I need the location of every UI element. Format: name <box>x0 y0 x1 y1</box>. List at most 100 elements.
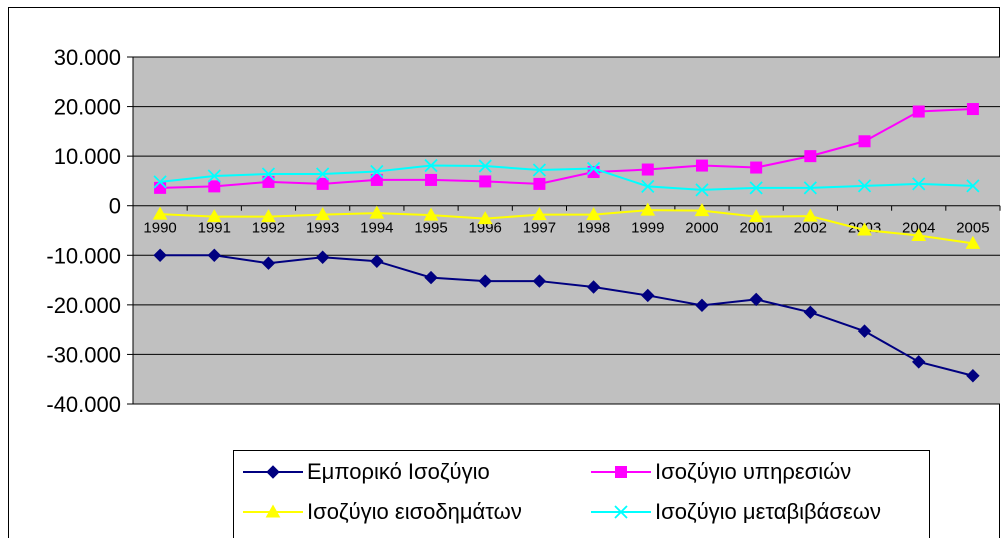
legend-marker <box>265 504 281 518</box>
x-tick-label: 1998 <box>577 220 610 237</box>
y-tick-label: 30.000 <box>54 45 121 70</box>
series-4-point <box>207 169 221 183</box>
series-2-point <box>750 161 763 174</box>
x-tick-label: 2001 <box>739 220 772 237</box>
x-tick-label: 1990 <box>143 220 176 237</box>
x-tick-label: 2002 <box>794 220 827 237</box>
legend-marker <box>614 505 628 519</box>
series-line-2 <box>160 108 973 189</box>
series-2-point <box>912 105 925 118</box>
series-3-point <box>911 227 927 241</box>
series-1-point <box>207 248 221 262</box>
series-1-point <box>586 280 601 294</box>
series-1-point <box>424 270 438 285</box>
series-1-point <box>857 324 872 338</box>
series-2-point <box>425 173 438 186</box>
series-2-point <box>587 166 600 179</box>
legend-item: Ισοζύγιο μεταβιβάσεων <box>587 494 881 530</box>
series-4-point <box>695 183 709 197</box>
series-3-point <box>532 207 547 221</box>
y-tick-label: -30.000 <box>46 342 121 367</box>
series-line-4 <box>159 164 973 191</box>
series-2-point <box>966 103 979 116</box>
series-4-point <box>966 179 980 193</box>
series-4-point <box>912 177 926 191</box>
series-4-point <box>749 181 763 195</box>
legend-label: Εμπορικό Ισοζύγιο <box>307 459 490 484</box>
series-2-point <box>316 177 329 190</box>
series-1-point <box>912 355 926 369</box>
x-tick-label: 1993 <box>306 220 339 237</box>
y-tick-label: 20.000 <box>54 95 121 120</box>
series-1-point <box>315 250 330 264</box>
legend-marker <box>615 466 627 478</box>
x-tick-label: 1997 <box>523 220 556 237</box>
legend-marker <box>266 465 280 479</box>
series-2-point <box>641 163 654 176</box>
legend: Εμπορικό Ισοζύγιο Ισοζύγιο υπηρεσιών Ισοζύ… <box>233 450 930 538</box>
x-tick-label: 2000 <box>685 220 718 237</box>
series-3-point <box>965 235 981 249</box>
x-tick-label: 2005 <box>956 220 989 237</box>
legend-label: Ισοζύγιο εισοδημάτων <box>307 499 522 524</box>
y-tick-label: 0 <box>109 194 121 219</box>
series-4-point <box>641 179 655 194</box>
legend-item: Ισοζύγιο υπηρεσιών <box>587 454 851 490</box>
series-1-point <box>153 248 167 262</box>
legend-item: Εμπορικό Ισοζύγιο <box>239 454 490 490</box>
series-3-point <box>640 202 656 216</box>
series-1-point <box>749 292 763 307</box>
plot-area <box>133 57 1000 404</box>
series-4-point <box>803 181 817 195</box>
x-tick-label: 1996 <box>469 220 502 237</box>
series-2-point <box>262 175 275 188</box>
series-2-point <box>208 180 221 193</box>
series-4-point <box>316 167 330 181</box>
series-3-point <box>857 222 872 236</box>
legend-item: Ισοζύγιο εισοδημάτων <box>239 494 522 530</box>
legend-swatch <box>591 505 651 519</box>
series-2-point <box>533 177 546 190</box>
series-1-point <box>803 305 818 319</box>
series-3-point <box>748 209 764 223</box>
series-4-point <box>424 158 438 173</box>
series-3-point <box>694 203 710 217</box>
series-4-point <box>261 167 276 181</box>
series-1-point <box>966 369 980 383</box>
series-3-point <box>206 209 222 223</box>
series-4-point <box>370 164 384 179</box>
series-4-point <box>153 175 167 189</box>
series-2-point <box>858 135 871 148</box>
series-3-point <box>152 206 168 220</box>
series-1-point <box>695 298 709 313</box>
series-line-1 <box>160 254 974 377</box>
series-3-point <box>261 209 276 223</box>
y-tick-label: 10.000 <box>54 144 121 169</box>
line-chart: 30.000 20.000 10.000 0 -10.000 -20.000 -30.000… <box>46 45 1001 417</box>
series-2-point <box>370 173 383 186</box>
y-tick-label: -20.000 <box>46 293 121 318</box>
legend-label: Ισοζύγιο μεταβιβάσεων <box>655 499 881 524</box>
x-tick-label: 1994 <box>360 220 393 237</box>
legend-swatch <box>591 466 651 478</box>
x-tick-label: 1995 <box>414 220 447 237</box>
series-2-point <box>804 150 817 163</box>
series-2-point <box>154 181 167 194</box>
series-2-point <box>695 159 708 172</box>
series-1-point <box>641 288 655 303</box>
series-3-point <box>802 208 818 222</box>
series-3-point <box>586 207 601 221</box>
legend-swatch <box>243 504 303 518</box>
x-tick-label: 1992 <box>252 220 285 237</box>
series-4-point <box>478 159 492 173</box>
series-1-point <box>532 274 547 288</box>
series-2-point <box>479 175 492 188</box>
series-3-point <box>369 205 385 219</box>
series-4-point <box>586 161 601 176</box>
y-tick-label: -40.000 <box>46 392 121 417</box>
legend-swatch <box>243 465 303 479</box>
x-tick-label: 1991 <box>198 220 231 237</box>
series-3-point <box>477 211 493 225</box>
y-tick-label: -10.000 <box>46 243 121 268</box>
series-3-point <box>423 207 439 221</box>
